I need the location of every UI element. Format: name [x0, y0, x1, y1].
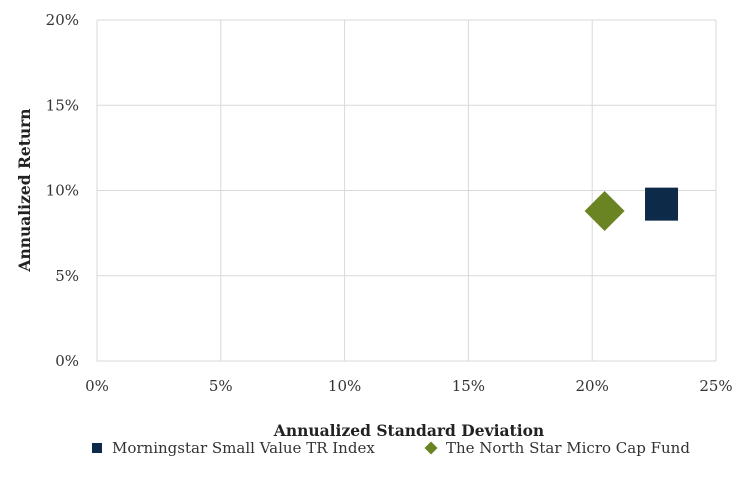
- axes: [96, 20, 716, 362]
- legend-label: The North Star Micro Cap Fund: [446, 439, 690, 457]
- x-tick-label: 10%: [328, 377, 361, 395]
- x-tick-label: 15%: [452, 377, 485, 395]
- x-tick-label: 20%: [576, 377, 609, 395]
- legend-label: Morningstar Small Value TR Index: [112, 439, 375, 457]
- index-square-point: [645, 187, 679, 221]
- x-tick-labels: 0% 5% 10% 15% 20% 25%: [85, 377, 733, 395]
- x-tick-label: 25%: [699, 377, 732, 395]
- legend: Morningstar Small Value TR Index The Nort…: [92, 439, 690, 457]
- y-tick-label: 5%: [55, 267, 79, 285]
- legend-diamond-icon: [424, 441, 438, 455]
- x-tick-label: 5%: [209, 377, 233, 395]
- legend-square-icon: [92, 443, 102, 453]
- fund-diamond-point: [584, 190, 625, 231]
- y-tick-label: 15%: [46, 96, 79, 114]
- y-tick-label: 20%: [46, 11, 79, 29]
- x-tick-label: 0%: [85, 377, 109, 395]
- y-axis-title: Annualized Return: [15, 108, 34, 272]
- data-points: [584, 187, 679, 231]
- y-tick-labels: 0% 5% 10% 15% 20%: [46, 11, 79, 370]
- grid-lines: [97, 19, 717, 361]
- x-axis-title: Annualized Standard Deviation: [273, 421, 544, 440]
- y-tick-label: 10%: [46, 182, 79, 200]
- y-tick-label: 0%: [55, 352, 79, 370]
